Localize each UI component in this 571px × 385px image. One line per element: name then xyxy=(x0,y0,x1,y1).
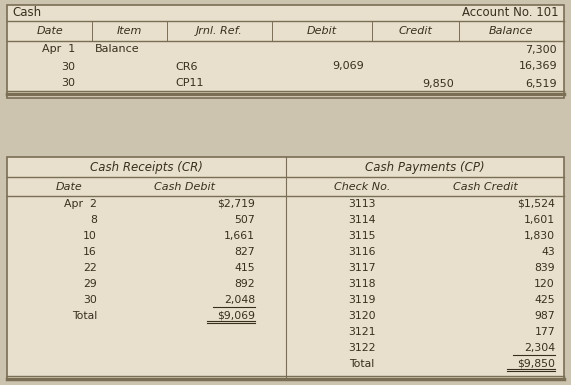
Text: $2,719: $2,719 xyxy=(217,199,255,209)
Text: 120: 120 xyxy=(534,279,555,289)
Text: $9,069: $9,069 xyxy=(217,311,255,321)
Text: 415: 415 xyxy=(234,263,255,273)
Text: 16,369: 16,369 xyxy=(518,62,557,72)
Bar xyxy=(7,157,564,380)
Text: 3121: 3121 xyxy=(348,327,376,337)
Text: Balance: Balance xyxy=(95,45,140,55)
Text: Check No.: Check No. xyxy=(334,181,390,191)
Text: Cash Credit: Cash Credit xyxy=(453,181,517,191)
Text: 16: 16 xyxy=(83,247,97,257)
Text: $9,850: $9,850 xyxy=(517,359,555,369)
Text: Jrnl. Ref.: Jrnl. Ref. xyxy=(196,26,242,36)
Text: 3120: 3120 xyxy=(348,311,376,321)
Text: Apr  2: Apr 2 xyxy=(64,199,97,209)
Text: Balance: Balance xyxy=(489,26,533,36)
Text: Credit: Credit xyxy=(398,26,432,36)
Text: Account No. 101: Account No. 101 xyxy=(463,7,559,20)
Text: 6,519: 6,519 xyxy=(525,79,557,89)
Text: 3122: 3122 xyxy=(348,343,376,353)
Text: 3113: 3113 xyxy=(348,199,376,209)
Text: Total: Total xyxy=(72,311,97,321)
Text: 30: 30 xyxy=(83,295,97,305)
Text: 177: 177 xyxy=(534,327,555,337)
Text: Item: Item xyxy=(116,26,142,36)
Text: Cash: Cash xyxy=(12,7,41,20)
Text: 29: 29 xyxy=(83,279,97,289)
Text: 425: 425 xyxy=(534,295,555,305)
Text: 987: 987 xyxy=(534,311,555,321)
Text: 507: 507 xyxy=(234,215,255,225)
Text: 892: 892 xyxy=(234,279,255,289)
Text: 43: 43 xyxy=(541,247,555,257)
Text: 10: 10 xyxy=(83,231,97,241)
Text: 7,300: 7,300 xyxy=(525,45,557,55)
Text: 3118: 3118 xyxy=(348,279,376,289)
Text: 3116: 3116 xyxy=(348,247,376,257)
Text: 30: 30 xyxy=(61,79,75,89)
Text: 9,850: 9,850 xyxy=(422,79,454,89)
Text: Debit: Debit xyxy=(307,26,337,36)
Text: Cash Debit: Cash Debit xyxy=(155,181,215,191)
Text: 827: 827 xyxy=(234,247,255,257)
Text: 3119: 3119 xyxy=(348,295,376,305)
Text: 1,601: 1,601 xyxy=(524,215,555,225)
Text: 30: 30 xyxy=(61,62,75,72)
Text: Total: Total xyxy=(349,359,375,369)
Text: $1,524: $1,524 xyxy=(517,199,555,209)
Text: Cash Payments (CP): Cash Payments (CP) xyxy=(365,161,485,174)
Text: 839: 839 xyxy=(534,263,555,273)
Text: 8: 8 xyxy=(90,215,97,225)
Text: 1,661: 1,661 xyxy=(224,231,255,241)
Text: Apr  1: Apr 1 xyxy=(42,45,75,55)
Text: Cash Receipts (CR): Cash Receipts (CR) xyxy=(90,161,203,174)
Text: 1,830: 1,830 xyxy=(524,231,555,241)
Text: 9,069: 9,069 xyxy=(332,62,364,72)
Text: CR6: CR6 xyxy=(175,62,198,72)
Text: CP11: CP11 xyxy=(175,79,203,89)
Text: Date: Date xyxy=(37,26,63,36)
Bar xyxy=(7,5,564,98)
Text: 22: 22 xyxy=(83,263,97,273)
Text: 3117: 3117 xyxy=(348,263,376,273)
Text: 3115: 3115 xyxy=(348,231,376,241)
Text: Date: Date xyxy=(55,181,82,191)
Text: 3114: 3114 xyxy=(348,215,376,225)
Text: 2,048: 2,048 xyxy=(224,295,255,305)
Text: 2,304: 2,304 xyxy=(524,343,555,353)
